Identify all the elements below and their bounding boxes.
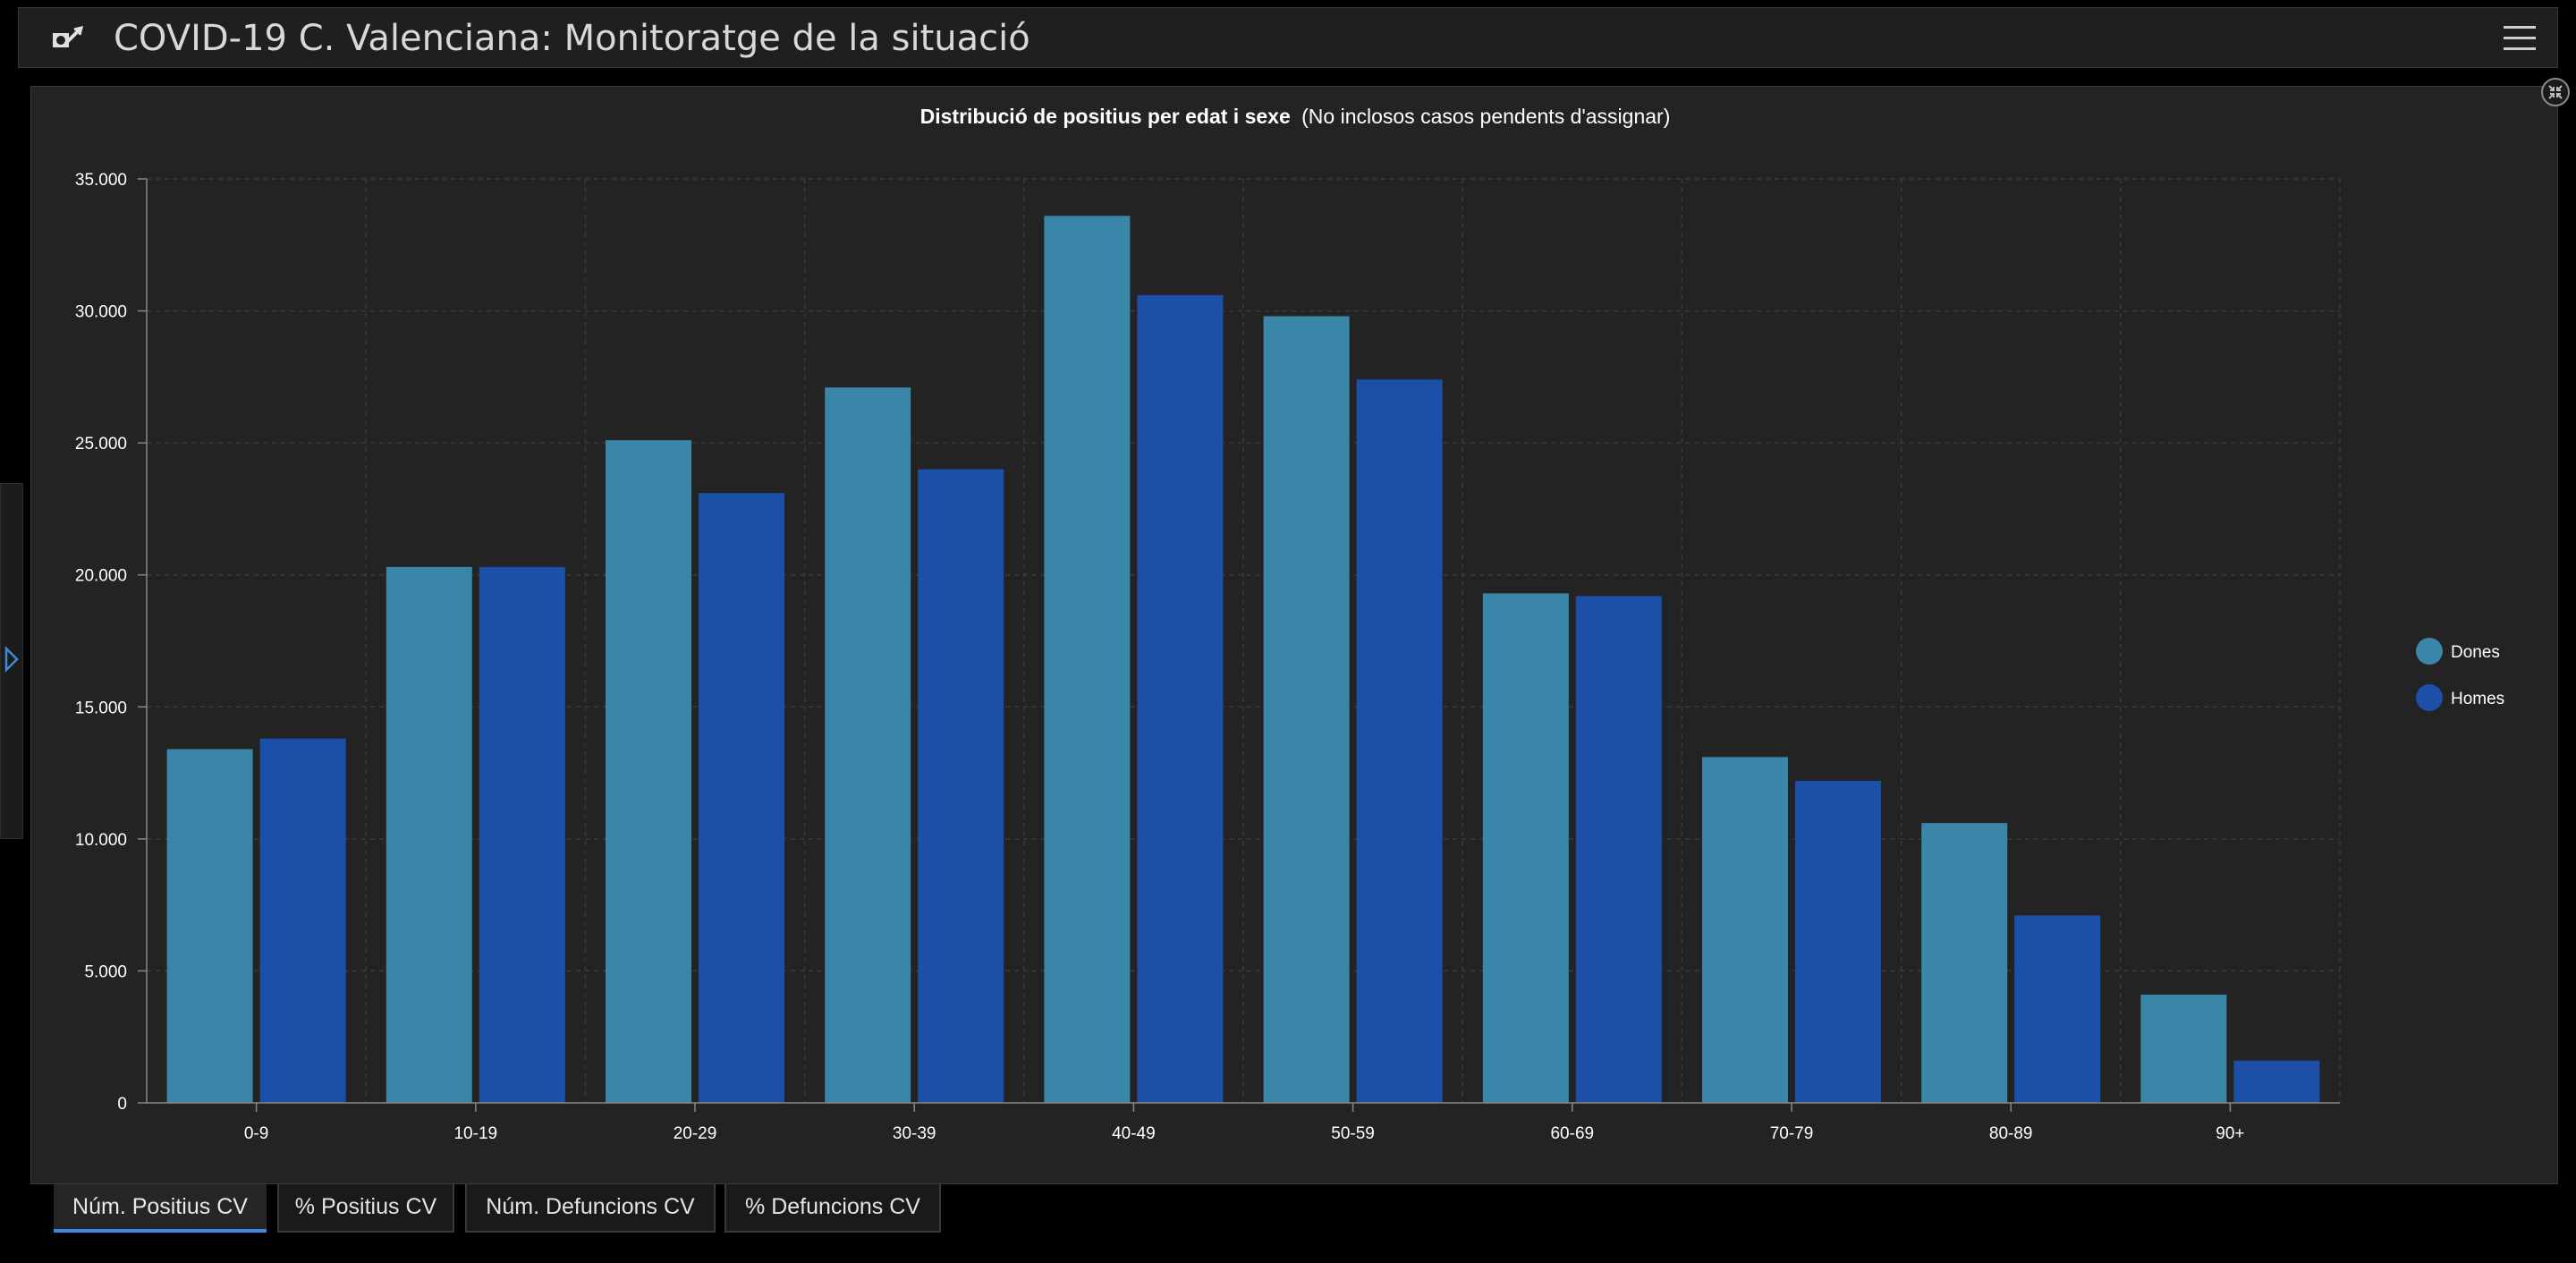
chart-title: Distribució de positius per edat i sexe <box>920 105 1291 128</box>
covid-logo-icon <box>53 25 84 47</box>
y-tick-label: 30.000 <box>75 303 127 322</box>
bar-dones-60-69[interactable] <box>1482 593 1569 1103</box>
y-tick-label: 10.000 <box>75 831 127 850</box>
y-tick-label: 0 <box>117 1095 127 1114</box>
x-tick-label: 80-89 <box>1989 1124 2033 1143</box>
x-tick-label: 50-59 <box>1331 1124 1375 1143</box>
bar-homes-40-49[interactable] <box>1137 294 1224 1103</box>
x-tick-label: 30-39 <box>893 1124 936 1143</box>
x-tick-label: 10-19 <box>453 1124 497 1143</box>
bar-dones-40-49[interactable] <box>1044 216 1131 1103</box>
bar-dones-30-39[interactable] <box>825 387 911 1104</box>
svg-text:Distribució de positius per ed: Distribució de positius per edat i sexe … <box>920 105 1671 128</box>
app-header: COVID-19 C. Valenciana: Monitoratge de l… <box>18 7 2558 68</box>
tab-num-defuncions[interactable]: Núm. Defuncions CV <box>465 1184 716 1233</box>
x-tick-label: 20-29 <box>674 1124 717 1143</box>
bar-chart: Distribució de positius per edat i sexe … <box>75 105 2504 1143</box>
tab-num-positius[interactable]: Núm. Positius CV <box>54 1184 267 1233</box>
bar-homes-80-89[interactable] <box>2014 915 2101 1103</box>
chart-grid <box>146 178 2341 1103</box>
x-tick-label: 60-69 <box>1550 1124 1594 1143</box>
bar-homes-20-29[interactable] <box>699 493 784 1103</box>
bar-dones-70-79[interactable] <box>1702 757 1788 1103</box>
y-tick-label: 25.000 <box>75 435 127 453</box>
bar-homes-30-39[interactable] <box>918 469 1004 1103</box>
bar-homes-90+[interactable] <box>2233 1060 2320 1103</box>
chart-legend: Dones Homes <box>2416 638 2504 711</box>
y-tick-label: 35.000 <box>75 171 127 190</box>
x-tick-label: 90+ <box>2216 1124 2244 1143</box>
bar-dones-90+[interactable] <box>2140 994 2227 1103</box>
bar-homes-50-59[interactable] <box>1356 379 1443 1103</box>
x-axis: 0-9 10-19 20-29 30-39 40-49 50-59 60-69 70-79 80… <box>147 1102 2340 1143</box>
bar-dones-20-29[interactable] <box>606 440 691 1104</box>
x-tick-label: 70-79 <box>1770 1124 1814 1143</box>
legend-swatch-dones[interactable] <box>2416 638 2443 665</box>
x-tick-label: 40-49 <box>1112 1124 1156 1143</box>
collapse-arrows-icon[interactable] <box>2540 77 2571 107</box>
side-panel-handle[interactable] <box>0 483 23 839</box>
legend-swatch-homes[interactable] <box>2416 684 2443 711</box>
y-tick-label: 20.000 <box>75 567 127 586</box>
tab-pct-positius[interactable]: % Positius CV <box>277 1184 454 1233</box>
hamburger-menu-icon[interactable] <box>2502 22 2538 55</box>
bar-dones-0-9[interactable] <box>166 749 253 1103</box>
legend-label-dones[interactable]: Dones <box>2451 643 2500 662</box>
x-tick-label: 0-9 <box>244 1124 268 1143</box>
chevron-right-icon[interactable] <box>4 646 20 673</box>
bar-homes-70-79[interactable] <box>1795 780 1881 1103</box>
bar-dones-50-59[interactable] <box>1263 316 1350 1104</box>
y-axis: 0 5.000 10.000 15.000 20.000 25.000 30.000 35.0… <box>75 171 148 1114</box>
y-tick-label: 15.000 <box>75 699 127 717</box>
bar-homes-60-69[interactable] <box>1575 596 1662 1103</box>
bar-homes-10-19[interactable] <box>479 566 565 1103</box>
bar-dones-10-19[interactable] <box>386 566 472 1103</box>
y-tick-label: 5.000 <box>84 962 127 981</box>
bar-dones-80-89[interactable] <box>1921 823 2008 1103</box>
tab-pct-defuncions[interactable]: % Defuncions CV <box>724 1184 941 1233</box>
chart-subtitle: (No inclosos casos pendents d'assignar) <box>1301 105 1670 128</box>
chart-bars <box>166 216 2320 1104</box>
app-title: COVID-19 C. Valenciana: Monitoratge de l… <box>114 18 1030 59</box>
bar-homes-0-9[interactable] <box>259 738 346 1103</box>
legend-label-homes[interactable]: Homes <box>2451 690 2504 708</box>
